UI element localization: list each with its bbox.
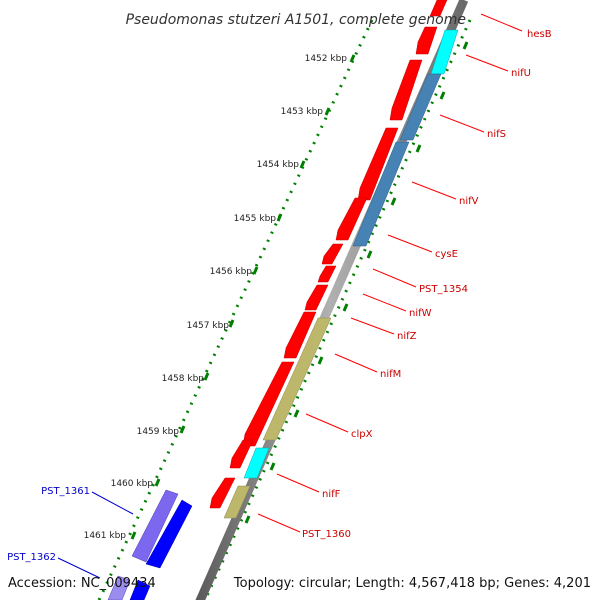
gene-label-nifZ[interactable]: nifZ	[397, 331, 417, 342]
cds-pst1360[interactable]	[209, 477, 236, 509]
gene-labels-left: PST_1361 PST_1362	[7, 486, 90, 563]
gene-label-cysE[interactable]: cysE	[435, 249, 458, 260]
cds-pst1354[interactable]	[321, 243, 344, 265]
gene-label-nifU[interactable]: nifU	[511, 68, 531, 79]
kbp-label: 1459 kbp	[137, 427, 180, 437]
kbp-label: 1452 kbp	[305, 54, 348, 64]
feature-purple-pst1362[interactable]	[107, 575, 131, 600]
gene-label-nifV[interactable]: nifV	[459, 196, 479, 207]
feature-khaki-nifM[interactable]	[262, 317, 332, 441]
cds-cysE[interactable]	[335, 197, 368, 241]
kbp-label: 1454 kbp	[257, 160, 300, 170]
kbp-label: 1458 kbp	[162, 374, 205, 384]
cds-nifZ[interactable]	[304, 284, 329, 311]
cds-nifM[interactable]	[283, 311, 317, 359]
dotted-tick-rings	[97, 19, 472, 600]
gene-label-nifW[interactable]: nifW	[409, 308, 432, 319]
kbp-label: 1456 kbp	[210, 267, 253, 277]
gene-label-nifS[interactable]: nifS	[487, 129, 506, 140]
gene-label-pst1360[interactable]: PST_1360	[302, 529, 351, 540]
feature-khaki-pst1360[interactable]	[223, 485, 251, 519]
kbp-tick-marks	[130, 41, 469, 540]
gene-label-pst1361[interactable]: PST_1361	[41, 486, 90, 497]
accession-text: Accession: NC_009434	[8, 576, 156, 591]
feature-blue-nifV[interactable]	[352, 141, 410, 247]
kbp-label: 1460 kbp	[111, 479, 154, 489]
cds-nifF[interactable]	[229, 439, 254, 469]
kbp-label: 1461 kbp	[84, 531, 127, 541]
cds-nifW[interactable]	[317, 265, 337, 283]
feature-blue-nifS[interactable]	[399, 73, 442, 141]
kbp-labels: 1452 kbp 1453 kbp 1454 kbp 1455 kbp 1456…	[84, 54, 348, 541]
topology-text: Topology: circular; Length: 4,567,418 bp…	[233, 576, 591, 591]
gene-label-pst1362[interactable]: PST_1362	[7, 552, 56, 563]
gene-label-hesB[interactable]: hesB	[527, 29, 552, 40]
cds-nifU[interactable]	[415, 26, 438, 55]
feature-blue-pst1362[interactable]	[129, 579, 151, 600]
cds-hesB[interactable]	[429, 0, 448, 17]
feature-cyan-nifF[interactable]	[243, 447, 270, 479]
feature-blue-pst1361[interactable]	[145, 499, 193, 569]
gene-label-clpX[interactable]: clpX	[351, 429, 373, 440]
gene-labels-right: hesB nifU nifS nifV cysE PST_1354 nifW n…	[302, 29, 552, 540]
label-connectors	[257, 13, 523, 533]
genome-title: Pseudomonas stutzeri A1501, complete gen…	[126, 12, 466, 28]
feature-tracks	[107, 0, 459, 600]
feature-cyan-nifU[interactable]	[430, 29, 459, 75]
left-label-connectors	[57, 491, 134, 579]
gene-label-pst1354[interactable]: PST_1354	[419, 284, 468, 295]
kbp-label: 1455 kbp	[234, 214, 277, 224]
gene-label-nifF[interactable]: nifF	[322, 489, 341, 500]
kbp-label: 1453 kbp	[281, 107, 324, 117]
cds-nifS[interactable]	[389, 59, 423, 121]
feature-purple-pst1361[interactable]	[131, 489, 179, 563]
gene-label-nifM[interactable]: nifM	[380, 369, 401, 380]
kbp-label: 1457 kbp	[187, 321, 230, 331]
